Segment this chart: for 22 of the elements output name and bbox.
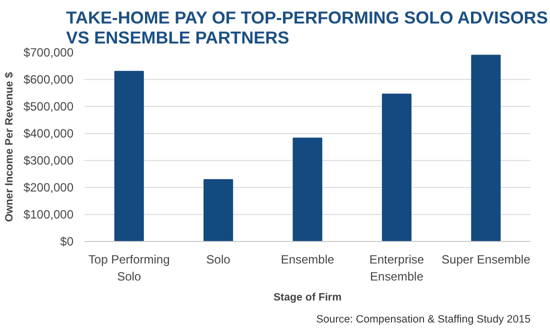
- bar: [114, 70, 144, 242]
- y-tick-label: $700,000: [23, 46, 74, 60]
- chart-title: TAKE-HOME PAY OF TOP-PERFORMING SOLO ADVISORS VS ENSEMBLE PARTNERS: [66, 8, 548, 48]
- source-note: Source: Compensation & Staffing Study 2015: [316, 314, 531, 326]
- bar: [292, 138, 322, 242]
- y-tick-label: $300,000: [23, 154, 74, 168]
- x-tick-label: Super Ensemble: [442, 252, 531, 266]
- y-tick-label: $600,000: [23, 72, 74, 86]
- x-tick-label: Enterprise Ensemble: [369, 252, 424, 284]
- x-tick-label: Solo: [206, 252, 231, 266]
- y-tick-label: $200,000: [23, 180, 74, 194]
- x-axis-title: Stage of Firm: [273, 291, 342, 304]
- bar: [471, 54, 501, 242]
- bar: [204, 179, 234, 242]
- x-tick-label: Top Performing Solo: [88, 252, 170, 284]
- y-tick-label: $100,000: [23, 208, 74, 222]
- y-axis-title: Owner Income Per Revenue $: [3, 72, 16, 222]
- y-tick-label: $400,000: [23, 126, 74, 140]
- y-tick-label: $500,000: [23, 100, 74, 114]
- y-tick-label: $0: [60, 234, 74, 248]
- x-tick-label: Ensemble: [280, 252, 335, 266]
- bar: [382, 94, 412, 242]
